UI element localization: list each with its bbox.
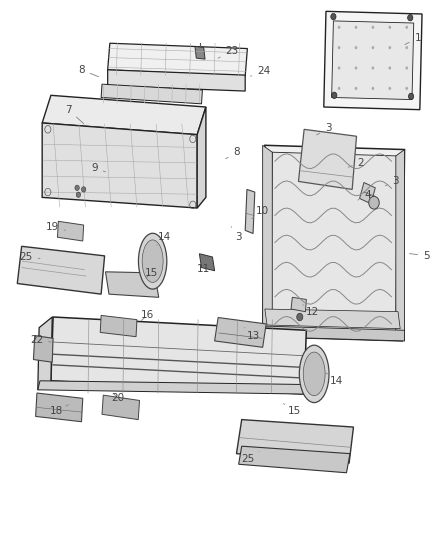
Text: 10: 10 (252, 206, 269, 219)
Polygon shape (197, 107, 206, 208)
Polygon shape (108, 70, 245, 91)
Polygon shape (102, 395, 140, 419)
Text: 25: 25 (241, 451, 259, 464)
Text: 9: 9 (91, 163, 106, 173)
Text: 25: 25 (19, 252, 40, 262)
Text: 15: 15 (145, 268, 158, 278)
Text: 3: 3 (317, 123, 332, 135)
Text: 2: 2 (348, 158, 364, 168)
Text: 20: 20 (111, 393, 124, 403)
Circle shape (371, 67, 374, 70)
Polygon shape (101, 84, 202, 104)
Polygon shape (237, 419, 353, 463)
Polygon shape (195, 46, 205, 59)
Circle shape (332, 92, 337, 99)
Text: 3: 3 (385, 176, 399, 187)
Circle shape (389, 46, 391, 49)
Polygon shape (42, 95, 206, 135)
Ellipse shape (142, 240, 163, 282)
Circle shape (406, 26, 408, 29)
Circle shape (338, 87, 340, 90)
Polygon shape (265, 309, 400, 329)
Circle shape (389, 87, 391, 90)
Polygon shape (215, 318, 266, 348)
Text: 18: 18 (50, 405, 68, 416)
Polygon shape (38, 317, 52, 390)
Polygon shape (108, 43, 247, 76)
Text: 1: 1 (405, 33, 421, 45)
Circle shape (408, 14, 413, 21)
Polygon shape (245, 189, 255, 233)
Ellipse shape (303, 352, 325, 395)
Text: 8: 8 (226, 147, 240, 159)
Ellipse shape (299, 345, 329, 402)
Polygon shape (42, 123, 197, 208)
Text: 19: 19 (46, 222, 65, 232)
Polygon shape (51, 317, 306, 394)
Circle shape (371, 46, 374, 49)
Polygon shape (298, 130, 357, 189)
Polygon shape (396, 150, 405, 341)
Polygon shape (100, 316, 137, 337)
Circle shape (406, 87, 408, 90)
Polygon shape (57, 221, 84, 241)
Text: 3: 3 (231, 227, 242, 243)
Circle shape (81, 187, 86, 192)
Circle shape (406, 67, 408, 70)
Circle shape (406, 46, 408, 49)
Circle shape (371, 26, 374, 29)
Text: 16: 16 (140, 310, 154, 320)
Text: 8: 8 (78, 65, 99, 77)
Text: 13: 13 (244, 328, 261, 341)
Circle shape (355, 46, 357, 49)
Circle shape (338, 67, 340, 70)
Polygon shape (332, 21, 414, 100)
Ellipse shape (138, 233, 167, 289)
Circle shape (76, 192, 81, 197)
Circle shape (409, 93, 414, 100)
Text: 14: 14 (157, 232, 171, 245)
Circle shape (355, 67, 357, 70)
Polygon shape (271, 152, 397, 334)
Text: 5: 5 (410, 251, 430, 261)
Circle shape (369, 196, 379, 209)
Text: 12: 12 (303, 305, 319, 317)
Text: 14: 14 (326, 373, 343, 386)
Circle shape (371, 87, 374, 90)
Circle shape (355, 87, 357, 90)
Text: 7: 7 (65, 104, 84, 124)
Text: 15: 15 (284, 403, 301, 416)
Text: 4: 4 (358, 190, 371, 200)
Polygon shape (199, 254, 215, 271)
Circle shape (338, 46, 340, 49)
Polygon shape (360, 182, 375, 204)
Text: 23: 23 (218, 46, 239, 58)
Polygon shape (33, 336, 53, 362)
Circle shape (297, 313, 303, 321)
Polygon shape (324, 11, 422, 110)
Polygon shape (17, 246, 105, 294)
Polygon shape (106, 272, 159, 297)
Text: 22: 22 (30, 335, 51, 345)
Text: 24: 24 (251, 66, 270, 76)
Circle shape (331, 13, 336, 20)
Circle shape (355, 26, 357, 29)
Circle shape (389, 26, 391, 29)
Polygon shape (263, 146, 405, 341)
Polygon shape (263, 326, 405, 341)
Text: 11: 11 (197, 261, 210, 274)
Polygon shape (263, 146, 272, 337)
Polygon shape (38, 381, 306, 394)
Circle shape (338, 26, 340, 29)
Circle shape (75, 185, 79, 190)
Polygon shape (239, 446, 350, 473)
Circle shape (389, 67, 391, 70)
Polygon shape (291, 297, 306, 312)
Polygon shape (35, 393, 83, 422)
